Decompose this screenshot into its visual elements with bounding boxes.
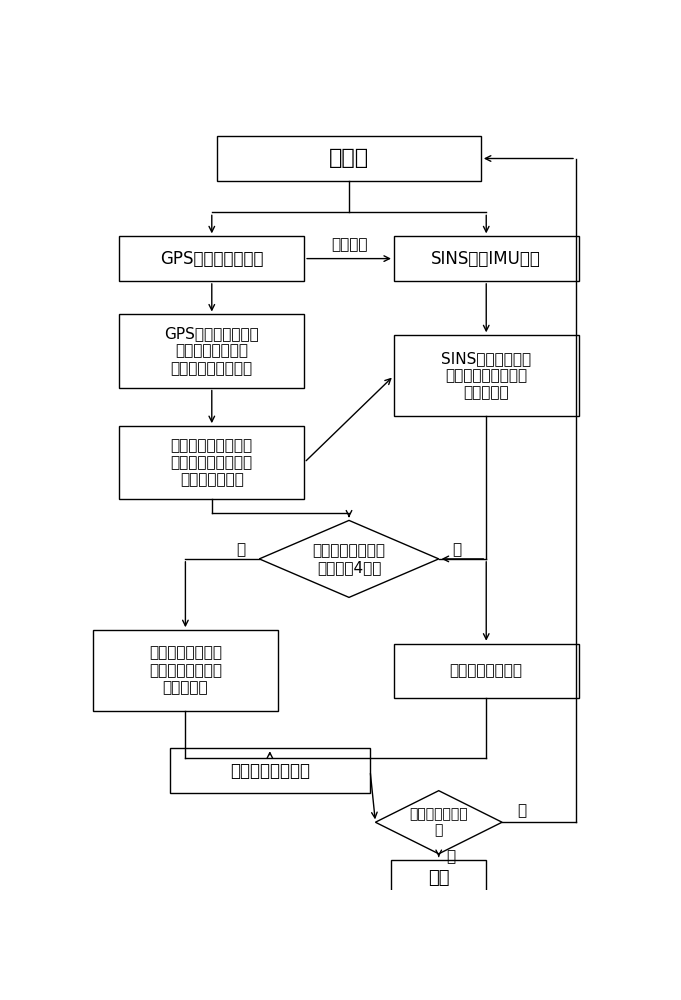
Polygon shape: [259, 520, 439, 597]
Text: GPS工作，输出报文: GPS工作，输出报文: [160, 250, 264, 268]
Text: SINS输出IMU数据: SINS输出IMU数据: [431, 250, 541, 268]
Bar: [93, 630, 278, 711]
Text: 运用智能组合算法: 运用智能组合算法: [449, 663, 523, 678]
Bar: [394, 236, 579, 281]
Text: 结束: 结束: [428, 869, 449, 887]
Text: 选星，构建状态方
程、观测方程，进
行滤波解算: 选星，构建状态方 程、观测方程，进 行滤波解算: [149, 646, 222, 695]
Text: 否: 否: [453, 542, 462, 557]
Text: 输出车辆导航参数: 输出车辆导航参数: [230, 762, 310, 780]
Text: 可用卫星数目是否
大于等于4颗？: 可用卫星数目是否 大于等于4颗？: [313, 543, 385, 575]
Text: 是: 是: [236, 542, 245, 557]
Polygon shape: [375, 791, 502, 854]
Text: 对参数进行补偿，得
到精伪距、伪距率、
卫星位置等参数: 对参数进行补偿，得 到精伪距、伪距率、 卫星位置等参数: [171, 438, 253, 488]
Bar: [394, 335, 579, 416]
Text: 信号同步: 信号同步: [331, 237, 367, 252]
Text: 判断导航是否完
成: 判断导航是否完 成: [409, 807, 468, 837]
Bar: [119, 314, 304, 388]
Text: SINS导航解算，得
到车辆姿态、速度和
位置等参数: SINS导航解算，得 到车辆姿态、速度和 位置等参数: [441, 351, 531, 401]
Bar: [391, 860, 486, 897]
Bar: [170, 748, 370, 793]
Text: 是: 是: [446, 849, 455, 864]
Bar: [119, 236, 304, 281]
Bar: [394, 644, 579, 698]
Bar: [217, 136, 481, 181]
Text: 初始化: 初始化: [329, 148, 369, 168]
Bar: [119, 426, 304, 499]
Text: 否: 否: [518, 803, 526, 818]
Text: GPS解析报文，获得
粗伪距、多普勒频
移、卫星位置等参数: GPS解析报文，获得 粗伪距、多普勒频 移、卫星位置等参数: [164, 326, 259, 376]
